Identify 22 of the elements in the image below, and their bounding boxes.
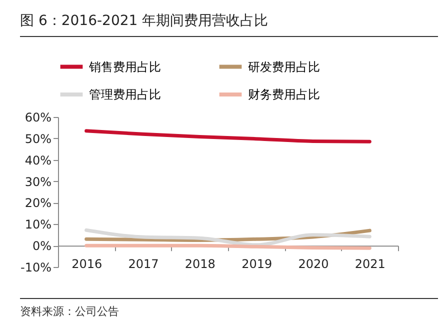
legend-label: 研发费用占比 <box>248 60 320 74</box>
y-tick-label: 40% <box>24 153 52 168</box>
x-tick-label: 2018 <box>184 257 216 272</box>
y-tick-label: 10% <box>24 218 52 232</box>
x-tick-label: 2017 <box>128 257 159 272</box>
x-tick-label: 2020 <box>298 257 329 272</box>
y-tick-label: 20% <box>24 196 52 210</box>
y-tick-label: -10% <box>20 260 52 274</box>
legend-label: 销售费用占比 <box>88 60 161 74</box>
line-series <box>84 228 372 247</box>
text: 资料来源：公司公告 <box>20 298 438 319</box>
x-tick-label: 2021 <box>354 257 386 272</box>
line-series <box>84 129 372 144</box>
y-tick-label: 30% <box>24 174 52 189</box>
x-tick-label: 2019 <box>242 257 272 272</box>
x-tick-label: 2016 <box>72 257 102 272</box>
y-tick-label: 0% <box>32 239 52 254</box>
legend-label: 管理费用占比 <box>89 88 161 102</box>
y-tick-label: 50% <box>24 132 52 146</box>
chart-title: 图 6：2016-2021 年期间费用营收占比 <box>20 12 438 37</box>
legend-label: 财务费用占比 <box>248 88 320 102</box>
y-tick-label: 60% <box>24 110 52 124</box>
